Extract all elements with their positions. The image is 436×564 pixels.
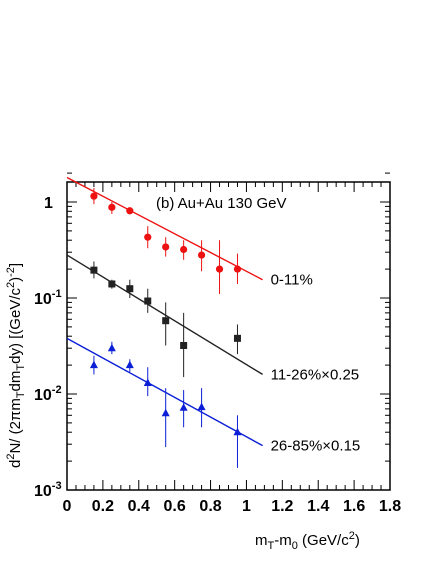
fit-lines bbox=[66, 176, 263, 447]
x-tick-labels: 0 0.2 0.4 0.6 0.8 1 1.2 1.4 1.6 1.8 bbox=[63, 498, 402, 515]
x-tick-label: 0.6 bbox=[164, 498, 186, 515]
data-point bbox=[197, 402, 206, 411]
data-point bbox=[215, 265, 224, 273]
data-point bbox=[144, 233, 152, 241]
data-point bbox=[233, 265, 242, 273]
series-label: 0-11% bbox=[271, 272, 313, 289]
data-point bbox=[126, 207, 134, 215]
x-tick-label: 1.2 bbox=[271, 498, 293, 515]
x-tick-label: 1 bbox=[242, 498, 251, 515]
data-point bbox=[162, 317, 170, 325]
data-point bbox=[161, 408, 170, 417]
series-labels: 0-11% 11-26%×0.25 26-85%×0.15 bbox=[271, 272, 361, 455]
y-tick-label: 10-2 bbox=[34, 384, 62, 404]
data-point bbox=[179, 403, 188, 411]
data-point bbox=[197, 251, 206, 259]
data-point bbox=[89, 360, 98, 369]
data-point bbox=[233, 334, 241, 342]
fit-line bbox=[66, 337, 263, 447]
fit-line bbox=[66, 176, 263, 281]
x-tick-label: 1.4 bbox=[307, 498, 329, 515]
chart-title: (b) Au+Au 130 GeV bbox=[156, 195, 287, 212]
data-point bbox=[90, 266, 98, 274]
data-point bbox=[108, 203, 116, 211]
y-axis-title: d2N/ (2πmTdmTdy) [(GeV/c2)-2] bbox=[5, 263, 27, 468]
data-point bbox=[107, 343, 116, 352]
fit-line bbox=[66, 254, 263, 376]
x-tick-label: 0.2 bbox=[92, 498, 114, 515]
x-tick-label: 0 bbox=[63, 498, 72, 515]
x-tick-label: 1.6 bbox=[343, 498, 365, 515]
data-point bbox=[108, 280, 116, 288]
data-point bbox=[180, 342, 188, 350]
series-label: 26-85%×0.15 bbox=[271, 438, 361, 455]
data-point bbox=[233, 427, 242, 436]
x-axis-title: mT-m0 (GeV/c2) bbox=[255, 530, 360, 552]
x-tick-label: 0.4 bbox=[128, 498, 150, 515]
y-tick-label: 10-3 bbox=[34, 480, 62, 500]
x-tick-label: 0.8 bbox=[199, 498, 221, 515]
data-point bbox=[125, 360, 134, 369]
data-point bbox=[180, 245, 188, 254]
data-point bbox=[144, 297, 152, 305]
data-point bbox=[90, 192, 98, 200]
data-point bbox=[143, 378, 152, 387]
y-tick-labels: 1 10-1 10-2 10-3 bbox=[34, 195, 62, 500]
y-tick-label: 10-1 bbox=[34, 288, 62, 308]
y-tick-label: 1 bbox=[44, 195, 53, 212]
x-tick-label: 1.8 bbox=[379, 498, 401, 515]
data-point bbox=[126, 285, 134, 293]
data-point bbox=[162, 243, 170, 251]
data-points bbox=[89, 187, 242, 468]
axis-ticks bbox=[66, 172, 391, 491]
series-label: 11-26%×0.25 bbox=[271, 366, 360, 383]
